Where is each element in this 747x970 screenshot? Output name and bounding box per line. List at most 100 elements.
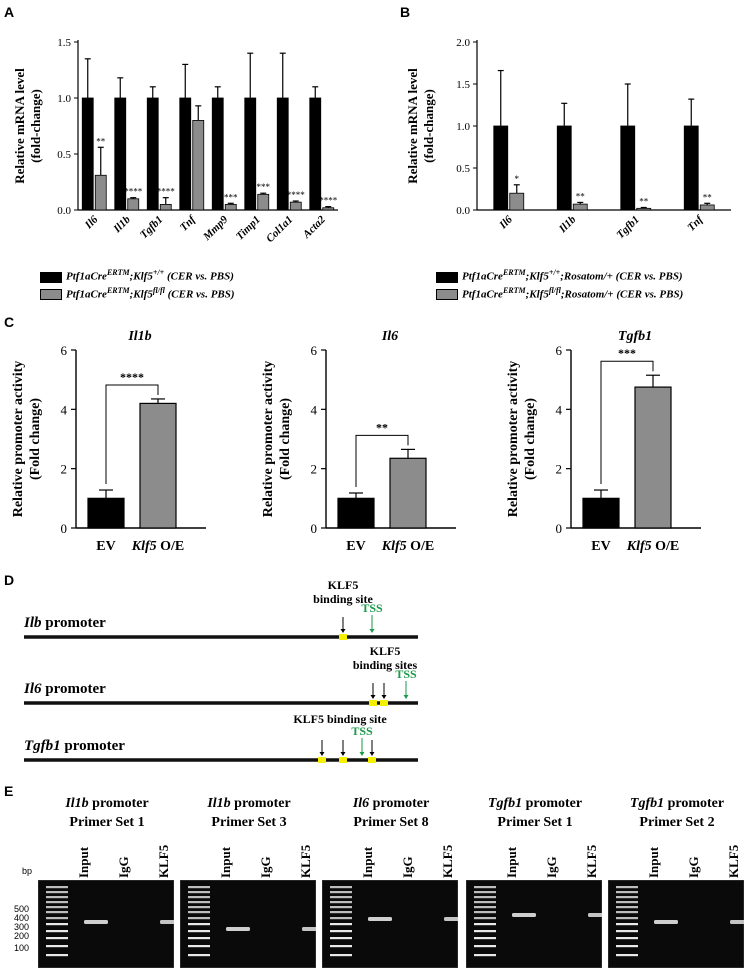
ladder-band — [616, 906, 638, 909]
significance-bracket — [600, 360, 654, 485]
binding-site-arrowhead — [340, 629, 346, 633]
x-tick-label: Klf5 O/E — [626, 539, 680, 554]
y-axis-label: Relative mRNA level(fold-change) — [405, 68, 436, 184]
bar-control — [556, 125, 572, 211]
ladder-band — [46, 886, 68, 889]
x-tick-label: Klf5 O/E — [131, 539, 185, 554]
lane-label: IgG — [686, 856, 701, 878]
bar-control — [81, 97, 94, 211]
y-tick-label: 2 — [556, 462, 563, 477]
chart-title: Tgfb1 — [618, 329, 652, 344]
promoter-gene: Il6 — [23, 681, 42, 697]
binding-site-label: binding sites — [353, 658, 418, 672]
legend-swatch-grey — [436, 289, 458, 301]
bar-klf5-oe — [634, 386, 672, 529]
lane-label: Input — [218, 846, 233, 878]
lane-label: Input — [504, 846, 519, 878]
x-tick-label-suffix: O/E — [652, 539, 680, 554]
lane-label: Input — [76, 846, 91, 878]
y-axis-label-line: (Fold change) — [278, 398, 293, 480]
panel-label-b: B — [400, 4, 411, 20]
binding-site-marker — [368, 757, 376, 763]
panel-label-e: E — [4, 783, 14, 799]
ladder-band — [188, 937, 210, 940]
x-tick-label: Tgfb1 — [614, 214, 641, 241]
significance-bracket — [355, 434, 409, 487]
ladder-band — [616, 937, 638, 940]
bar-control — [683, 125, 699, 211]
ladder-band — [616, 896, 638, 899]
binding-site-arrowhead — [369, 752, 375, 756]
y-tick-label: 4 — [556, 402, 563, 417]
ladder-band — [46, 896, 68, 899]
bar-klf5-oe — [389, 457, 427, 529]
x-tick-label: EV — [591, 539, 610, 554]
bar-knockout — [289, 201, 302, 211]
ladder-band — [474, 896, 496, 899]
ladder-band — [474, 886, 496, 889]
panel-b-bar-chart: Relative mRNA level(fold-change) 0.0 0.5 1.… — [405, 37, 731, 241]
ladder-band — [474, 906, 496, 909]
promoter-word: promoter — [42, 681, 107, 697]
ladder-band — [188, 923, 210, 926]
gel-panel: Il1b promoter Primer Set 1 Input IgG KLF5 — [12, 790, 202, 970]
binding-site-marker — [380, 700, 388, 706]
ladder-size-label: 200 — [14, 931, 30, 941]
gel-promoter-label: Il1b promoter — [154, 794, 344, 813]
legend-item: Ptf1aCreERTM;Klf5fl/fl;Rosatom/+ (CER vs… — [436, 286, 683, 301]
ladder-band — [188, 911, 210, 914]
bar-knockout — [636, 207, 652, 211]
lane-label: IgG — [116, 856, 131, 878]
legend-item: Ptf1aCreERTM;Klf5+/+;Rosatom/+ (CER vs. … — [436, 268, 683, 283]
y-axis-label-line: Relative promoter activity — [261, 361, 276, 518]
lane-label: KLF5 — [726, 844, 741, 878]
ladder-band — [188, 930, 210, 933]
ladder-band — [46, 906, 68, 909]
x-tick-label-suffix: O/E — [157, 539, 185, 554]
bar-ev — [87, 497, 125, 529]
gel-title: Tgfb1 promoter Primer Set 1 — [440, 794, 630, 832]
gel-primer-label: Primer Set 2 — [639, 815, 715, 830]
x-tick-label: Col1a1 — [264, 214, 295, 245]
y-axis-label-line: (Fold change) — [28, 398, 43, 480]
y-axis-label-line: (fold-change) — [28, 89, 43, 163]
ladder-band — [330, 901, 352, 904]
legend-swatch-black — [436, 271, 458, 283]
x-tick-label: Tnf — [178, 213, 199, 234]
ladder-band — [474, 911, 496, 914]
gel-promoter-word: promoter — [369, 796, 430, 811]
y-tick-label: 0.5 — [57, 149, 71, 161]
ladder-band — [188, 917, 210, 920]
x-tick-label-suffix: O/E — [407, 539, 435, 554]
gel-title: Il1b promoter Primer Set 1 — [12, 794, 202, 832]
y-tick-label: 0.0 — [456, 205, 470, 217]
ladder-band — [46, 917, 68, 920]
gel-image — [322, 880, 458, 968]
ladder-band — [188, 891, 210, 894]
panel-c-il1b-chart: Il1b Relative promoter activity (Fold chan… — [11, 329, 206, 554]
x-tick-label-gene: Klf5 — [131, 539, 157, 554]
ladder-band — [46, 937, 68, 940]
gel-promoter-word: promoter — [230, 796, 291, 811]
ladder-band — [616, 917, 638, 920]
ladder-band — [330, 886, 352, 889]
y-tick-label: 0.0 — [57, 205, 71, 217]
gel-promoter-label: Tgfb1 promoter — [440, 794, 630, 813]
promoter-gene: Ilb — [23, 615, 42, 631]
gel-promoter-label: Il1b promoter — [12, 794, 202, 813]
gel-promoter-label: Il6 promoter — [296, 794, 486, 813]
bar-knockout — [127, 198, 140, 211]
y-tick-label: 0.5 — [456, 163, 470, 175]
bar-knockout — [159, 203, 172, 211]
gel-image — [180, 880, 316, 968]
pcr-band — [512, 913, 536, 917]
bar-control — [493, 125, 509, 211]
ladder-band — [330, 945, 352, 948]
y-tick-label: 1.0 — [57, 93, 71, 105]
ladder-size-label: 300 — [14, 922, 30, 932]
ladder-band — [188, 886, 210, 889]
significance-label: **** — [124, 187, 143, 197]
y-tick-label: 0 — [311, 521, 318, 536]
binding-site-label: KLF5 binding site — [293, 712, 387, 726]
promoter-name: Il6 promoter — [23, 681, 106, 697]
